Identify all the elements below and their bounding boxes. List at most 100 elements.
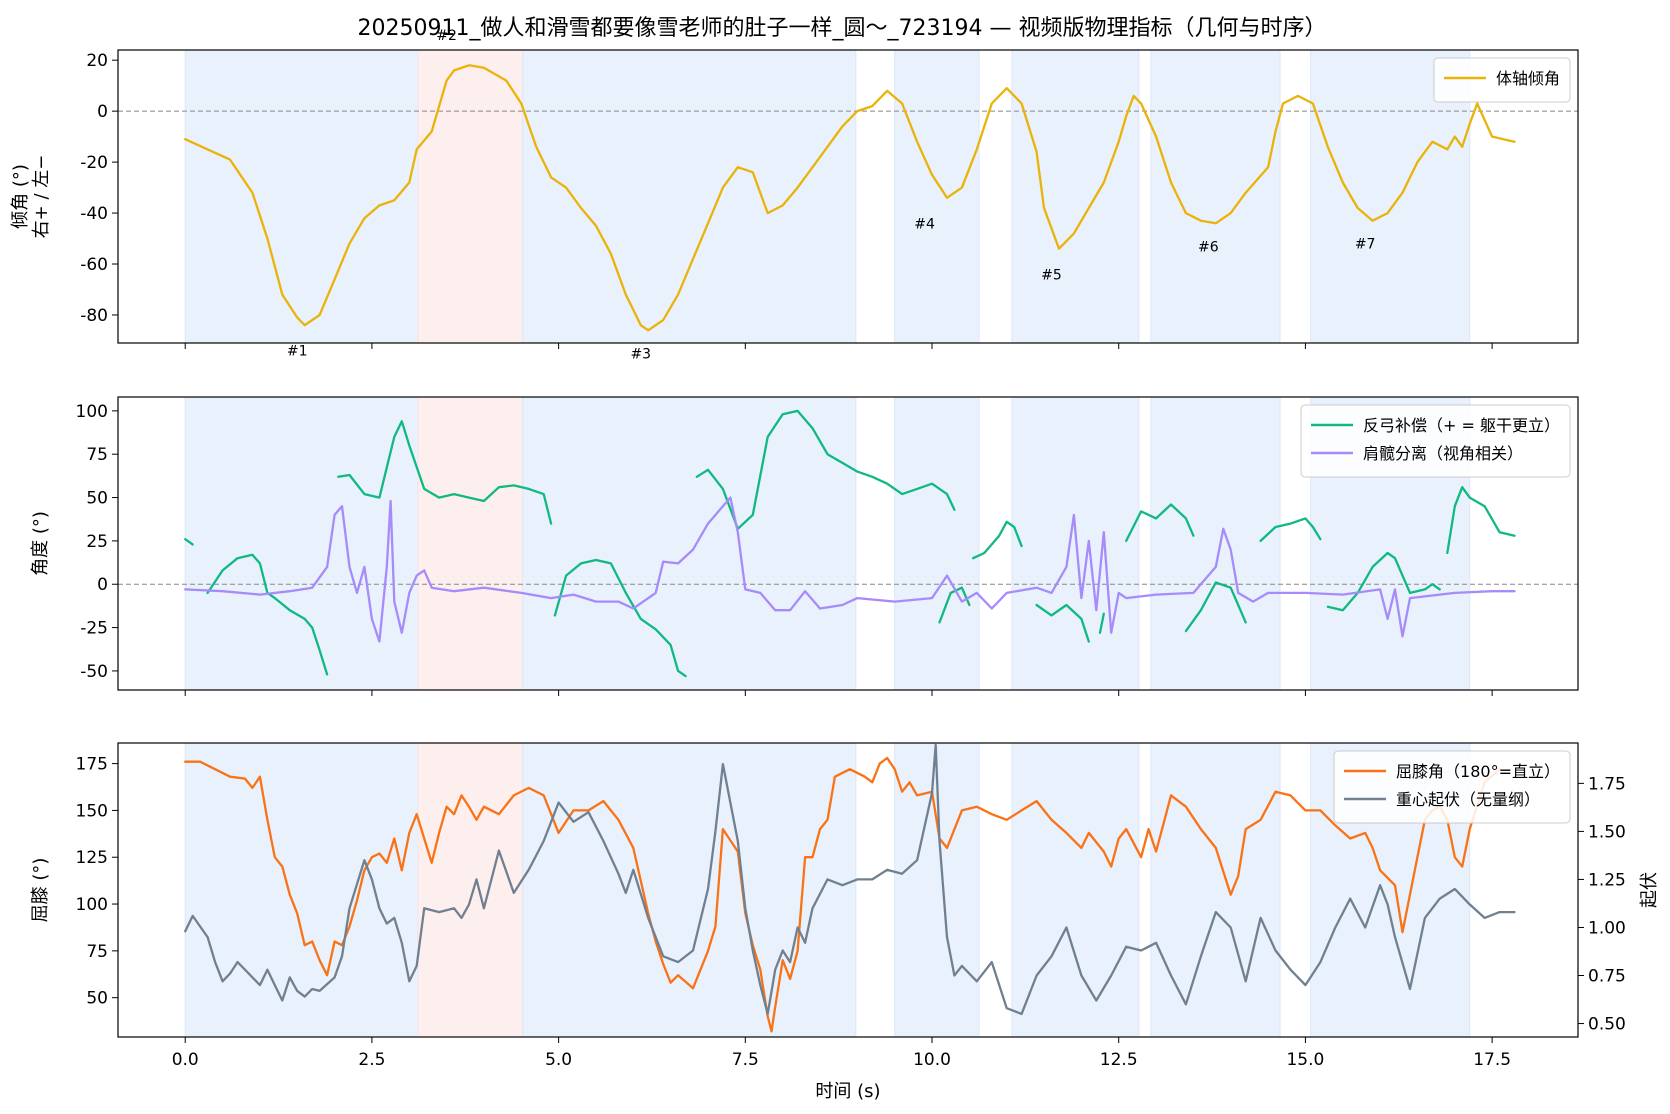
y-axis-label: 屈膝 (°)	[30, 858, 51, 923]
phase-spans	[184, 742, 1471, 1038]
y-right-tick-label: 1.75	[1588, 774, 1626, 794]
series-line	[184, 496, 1516, 643]
legend-entry: 重心起伏（无量纲）	[1396, 790, 1540, 809]
y-right-axis-label: 起伏	[1639, 872, 1660, 908]
phase-span-blue	[1150, 396, 1281, 691]
phase-span-blue	[522, 49, 857, 344]
legend-box	[1433, 57, 1571, 103]
phase-span-blue	[1150, 49, 1281, 344]
legend-entry: 肩髋分离（视角相关）	[1363, 444, 1523, 463]
series-line	[1098, 612, 1105, 634]
y-right-tick-label: 0.75	[1588, 967, 1626, 987]
series-line	[1184, 581, 1247, 633]
y-right-tick-label: 1.50	[1588, 822, 1626, 842]
series-line	[1125, 503, 1195, 543]
tilt-panel: 20 0 -20 -40 -60 -80 倾角 (°) 右+ / 左− #1 #2 #3 #4 #5 #6…	[10, 28, 1579, 362]
y-tick-label: 175	[76, 755, 108, 775]
legend-entry: 屈膝角（180°=直立）	[1396, 762, 1560, 781]
series-line	[184, 538, 194, 546]
y-tick-label: -80	[80, 306, 108, 326]
y-tick-label: 50	[86, 489, 108, 509]
phase-span-blue	[184, 49, 419, 344]
legend: 屈膝角（180°=直立） 重心起伏（无量纲）	[1333, 750, 1571, 824]
phase-span-blue	[1150, 742, 1281, 1038]
series-line	[1326, 551, 1441, 612]
y-tick-label: 0	[97, 102, 108, 122]
phase-spans	[184, 396, 1471, 691]
series-line	[337, 420, 553, 525]
series-line	[1259, 517, 1322, 543]
legend-box	[1333, 750, 1571, 824]
phase-span-red	[417, 49, 524, 344]
y-right-tick-label: 0.50	[1588, 1015, 1626, 1035]
y-axis-label: 角度 (°)	[30, 511, 51, 576]
axes-frame	[117, 742, 1579, 1038]
peak-label: #1	[287, 344, 308, 360]
axes-frame	[117, 49, 1579, 344]
legend-entry: 体轴倾角	[1496, 69, 1560, 88]
peak-label: #2	[436, 28, 457, 44]
legend: 体轴倾角	[1433, 57, 1571, 103]
legend-box	[1300, 404, 1571, 478]
y-tick-label: 25	[86, 532, 108, 552]
x-tick-label: 7.5	[732, 1050, 759, 1070]
x-axis-label: 时间 (s)	[815, 1081, 880, 1102]
y-axis-label: 右+ / 左−	[31, 155, 52, 239]
y-tick-label: 150	[76, 801, 108, 821]
y-tick-label: 75	[86, 942, 108, 962]
y-tick-label: -20	[80, 153, 108, 173]
y-right-tick-label: 1.25	[1588, 870, 1626, 890]
phase-span-blue	[184, 742, 419, 1038]
peak-label: #3	[630, 346, 651, 362]
series-1-0	[184, 409, 1516, 678]
series-line	[1035, 603, 1090, 643]
phase-span-blue	[1011, 49, 1140, 344]
knee-panel: 175 150 125 100 75 50 1.75 1.50 1.25 1.00 0.75 0.50…	[30, 742, 1660, 1102]
x-tick-label: 12.5	[1100, 1050, 1138, 1070]
y-tick-label: 0	[97, 575, 108, 595]
figure-title: 20250911_做人和滑雪都要像雪老师的肚子一样_圆～_723194 — 视频…	[358, 16, 1327, 41]
phase-span-blue	[522, 742, 857, 1038]
series-2-0	[184, 756, 1501, 1033]
phase-span-blue	[1011, 742, 1140, 1038]
x-tick-label: 2.5	[358, 1050, 385, 1070]
x-tick-label: 15.0	[1286, 1050, 1324, 1070]
legend-entry: 反弓补偿（+ = 躯干更立）	[1363, 416, 1560, 435]
y-tick-label: 100	[76, 402, 108, 422]
legend: 反弓补偿（+ = 躯干更立） 肩髋分离（视角相关）	[1300, 404, 1571, 478]
series-line	[184, 743, 1516, 1016]
series-1-1	[184, 496, 1516, 643]
series-line	[184, 64, 1516, 332]
phase-span-blue	[894, 49, 980, 344]
phase-span-red	[417, 396, 524, 691]
y-tick-label: -60	[80, 255, 108, 275]
y-tick-label: -40	[80, 204, 108, 224]
series-2-1	[184, 743, 1516, 1016]
series-line	[184, 756, 1501, 1033]
y-tick-label: 125	[76, 848, 108, 868]
y-axis-label: 倾角 (°)	[10, 164, 31, 229]
series-line	[206, 553, 329, 676]
y-tick-label: 75	[86, 445, 108, 465]
series-line	[1446, 486, 1516, 555]
phase-spans	[184, 49, 1471, 344]
peak-label: #5	[1041, 267, 1062, 283]
y-tick-label: 20	[86, 51, 108, 71]
series-line	[553, 558, 687, 678]
peak-label: #4	[914, 216, 935, 232]
y-tick-label: 100	[76, 895, 108, 915]
y-right-tick-label: 1.00	[1588, 918, 1626, 938]
series-0-0	[184, 64, 1516, 332]
x-tick-label: 5.0	[545, 1050, 572, 1070]
phase-span-blue	[522, 396, 857, 691]
axes-frame	[117, 396, 1579, 691]
y-tick-label: 50	[86, 989, 108, 1009]
peak-label: #7	[1355, 237, 1376, 253]
angle-panel: 100 75 50 25 0 -25 -50 角度 (°) 反弓补偿（+ = 躯干更立） 肩髋分离…	[30, 396, 1579, 696]
phase-span-blue	[184, 396, 419, 691]
y-tick-label: -25	[80, 619, 108, 639]
y-tick-label: -50	[80, 662, 108, 682]
phase-span-red	[417, 742, 524, 1038]
x-tick-label: 17.5	[1473, 1050, 1511, 1070]
